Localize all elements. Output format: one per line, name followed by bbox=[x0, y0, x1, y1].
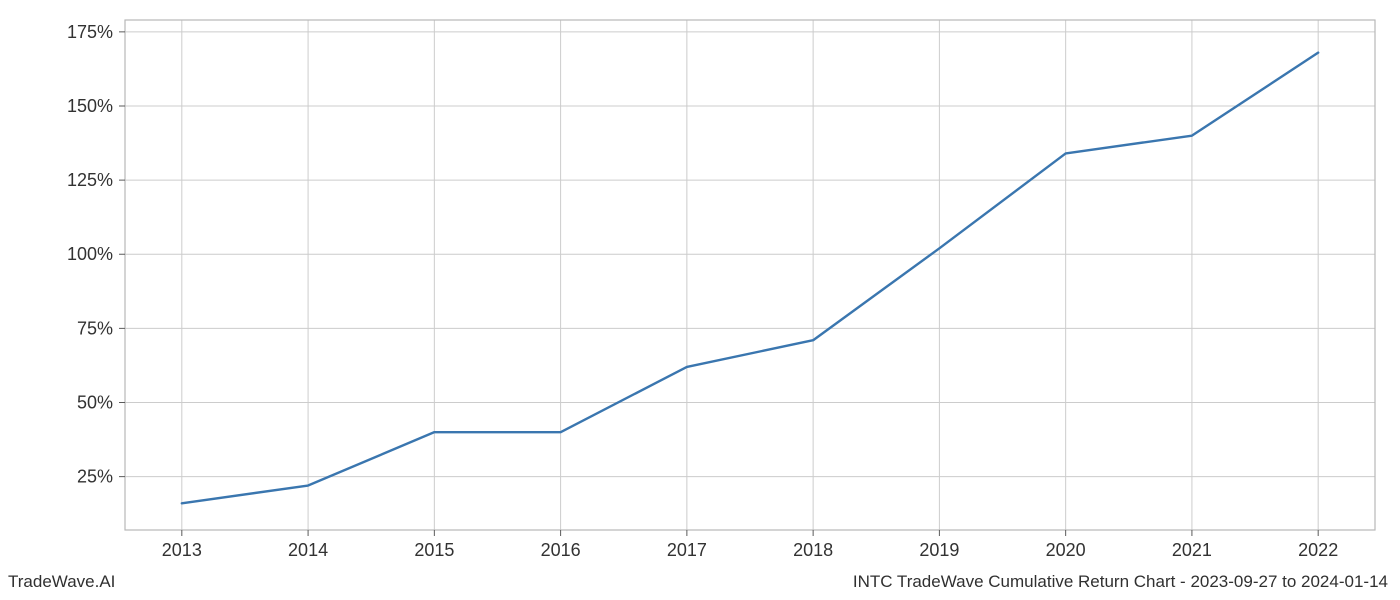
svg-text:25%: 25% bbox=[77, 467, 113, 487]
svg-text:175%: 175% bbox=[67, 22, 113, 42]
svg-text:2016: 2016 bbox=[541, 540, 581, 560]
svg-text:2017: 2017 bbox=[667, 540, 707, 560]
svg-text:2015: 2015 bbox=[414, 540, 454, 560]
svg-text:100%: 100% bbox=[67, 244, 113, 264]
footer-left-text: TradeWave.AI bbox=[8, 572, 115, 592]
chart-footer: TradeWave.AI INTC TradeWave Cumulative R… bbox=[0, 572, 1400, 596]
footer-right-text: INTC TradeWave Cumulative Return Chart -… bbox=[853, 572, 1388, 592]
svg-text:2021: 2021 bbox=[1172, 540, 1212, 560]
svg-text:2022: 2022 bbox=[1298, 540, 1338, 560]
line-chart: 2013 2014 2015 2016 2017 2018 2019 2020 2021 2022… bbox=[0, 0, 1400, 600]
svg-text:150%: 150% bbox=[67, 96, 113, 116]
y-axis: 25% 50% 75% 100% 125% 150% 175% bbox=[67, 22, 125, 487]
svg-text:50%: 50% bbox=[77, 393, 113, 413]
svg-text:125%: 125% bbox=[67, 170, 113, 190]
svg-text:2018: 2018 bbox=[793, 540, 833, 560]
svg-text:2019: 2019 bbox=[919, 540, 959, 560]
svg-text:2020: 2020 bbox=[1046, 540, 1086, 560]
svg-text:2014: 2014 bbox=[288, 540, 328, 560]
chart-container: 2013 2014 2015 2016 2017 2018 2019 2020 2021 2022… bbox=[0, 0, 1400, 600]
x-axis: 2013 2014 2015 2016 2017 2018 2019 2020 2021 2022 bbox=[162, 530, 1338, 560]
svg-text:2013: 2013 bbox=[162, 540, 202, 560]
svg-text:75%: 75% bbox=[77, 318, 113, 338]
